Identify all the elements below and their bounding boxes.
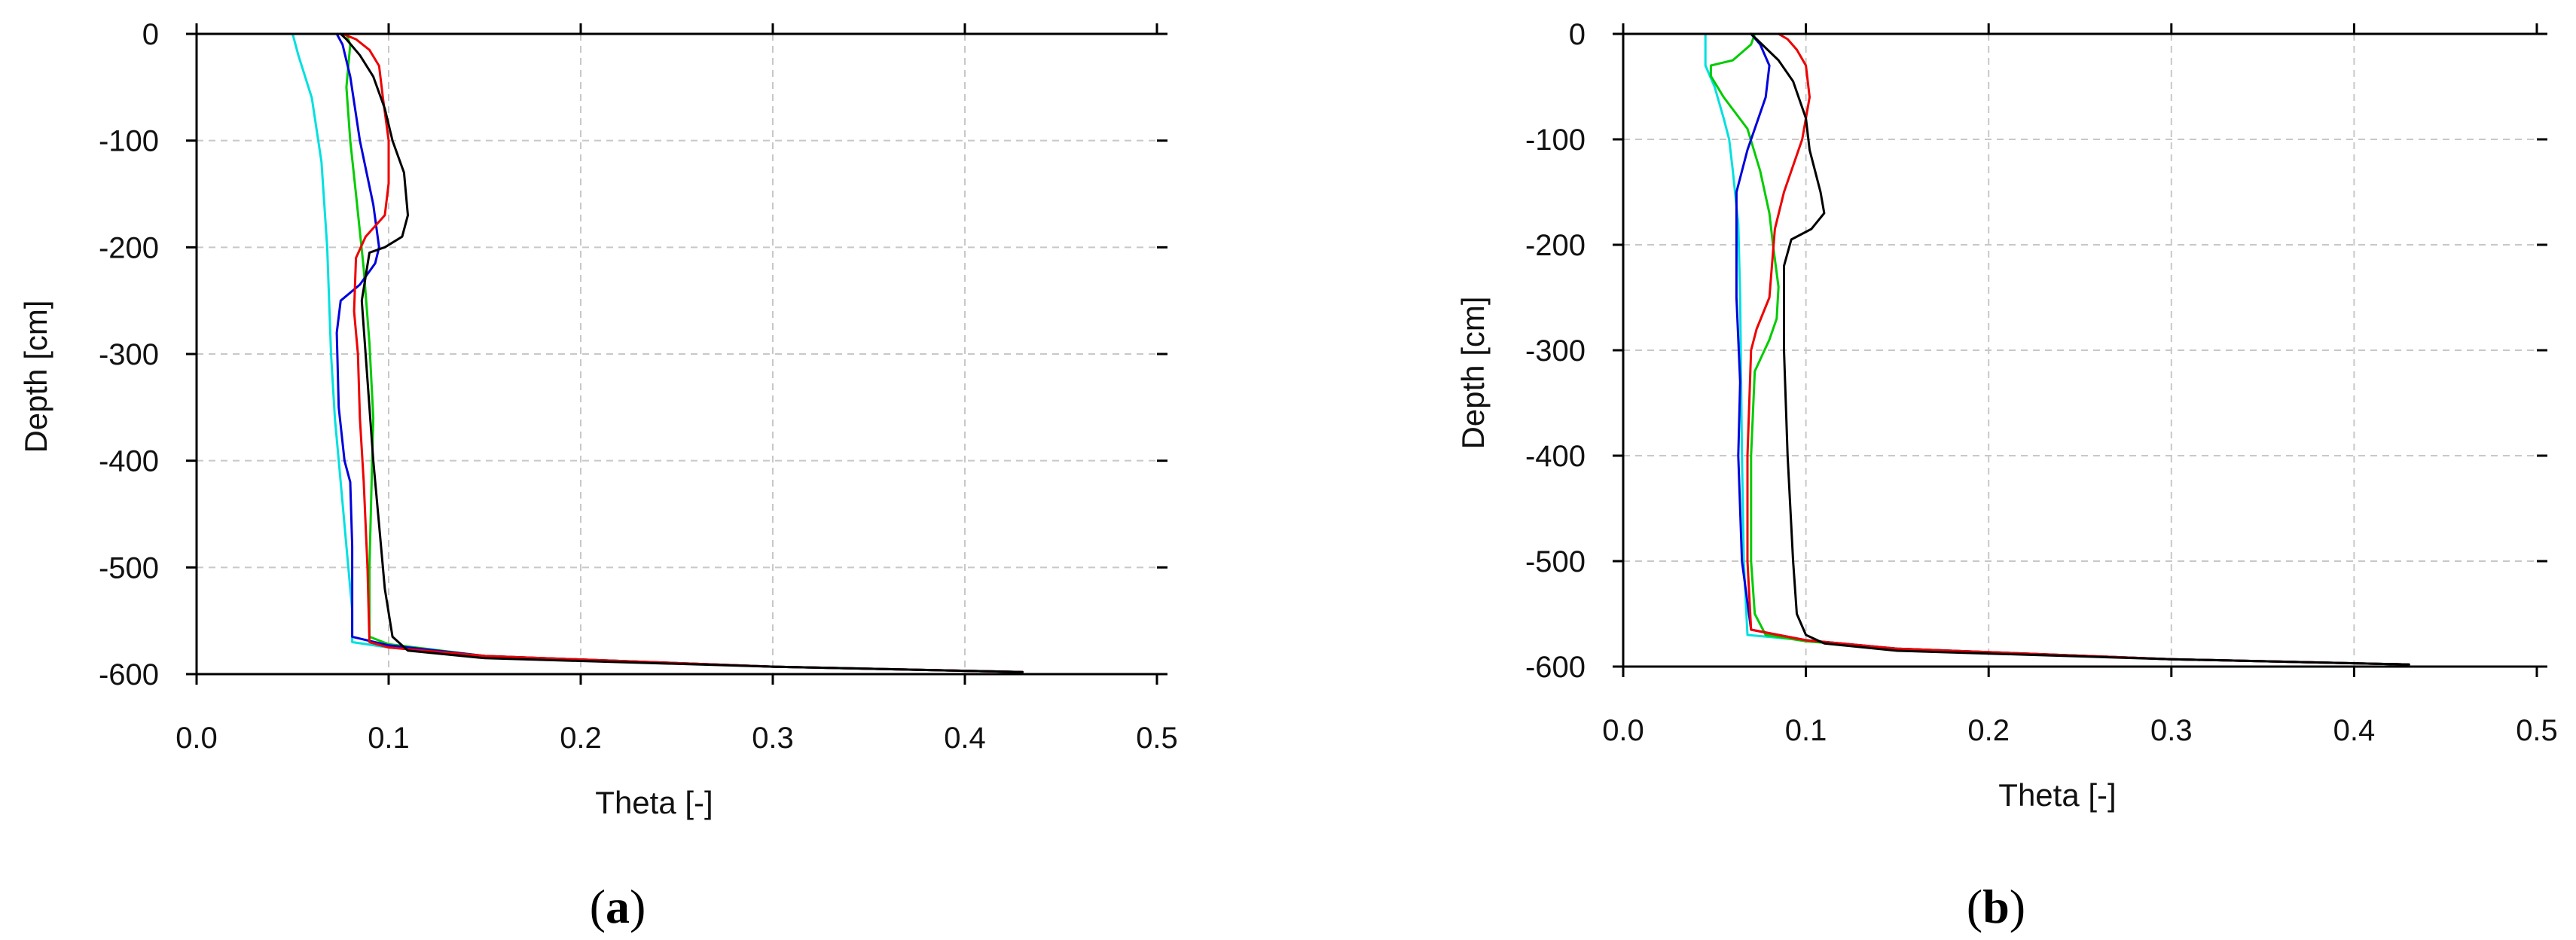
y-axis-label: Depth [cm] [18, 300, 53, 453]
series-line-5 [1750, 32, 2410, 666]
series-line-1 [291, 32, 1024, 673]
x-axis-label: Theta [-] [1998, 777, 2116, 813]
y-tick-label: -100 [1525, 124, 1586, 157]
y-tick-label: -200 [99, 231, 159, 264]
y-axis-label: Depth [cm] [1455, 296, 1491, 449]
y-tick-label: -200 [1525, 229, 1586, 262]
y-tick-label: -500 [1525, 545, 1586, 578]
series-line-3 [1735, 32, 2410, 666]
x-tick-label: 0.4 [2333, 714, 2376, 747]
series-line-2 [345, 32, 1024, 673]
chart-panel-b: 0.0 0.1 0.2 0.3 0.4 0.5 0 -100 -200 -300 -400 -500 -… [1455, 18, 2558, 933]
x-tick-label: 0.4 [944, 722, 986, 755]
series-line-4 [1746, 32, 2410, 666]
y-tick-label: 0 [142, 18, 159, 51]
x-tick-label: 0.1 [1785, 714, 1827, 747]
y-tick-label: -600 [1525, 651, 1586, 684]
x-tick-label: 0.2 [1967, 714, 2010, 747]
series-line-1 [1704, 32, 2410, 666]
chart-panel-a: 0.0 0.1 0.2 0.3 0.4 0.5 0 -100 -200 -300 -400 -500 -… [18, 18, 1178, 933]
x-tick-label: 0.0 [1602, 714, 1644, 747]
y-tick-label: -400 [1525, 440, 1586, 473]
y-tick-label: -300 [1525, 334, 1586, 368]
y-tick-label: -100 [99, 125, 159, 158]
x-tick-label: 0.3 [2150, 714, 2193, 747]
x-tick-label: 0.5 [1136, 722, 1178, 755]
x-axis-label: Theta [-] [595, 785, 713, 820]
panel-label-a: (a) [590, 880, 646, 933]
series-line-2 [1709, 32, 2410, 666]
series-line-4 [341, 32, 1024, 673]
series-line-3 [335, 32, 1024, 673]
x-tick-label: 0.2 [560, 722, 602, 755]
y-tick-label: 0 [1569, 18, 1586, 51]
y-tick-label: -600 [99, 658, 159, 691]
y-tick-label: -400 [99, 445, 159, 478]
y-tick-label: -300 [99, 338, 159, 371]
x-tick-label: 0.5 [2516, 714, 2558, 747]
panel-label-b: (b) [1967, 880, 2025, 933]
x-tick-label: 0.0 [175, 722, 218, 755]
x-tick-label: 0.3 [752, 722, 794, 755]
series-line-5 [339, 32, 1024, 673]
y-tick-label: -500 [99, 551, 159, 584]
x-tick-label: 0.1 [368, 722, 410, 755]
